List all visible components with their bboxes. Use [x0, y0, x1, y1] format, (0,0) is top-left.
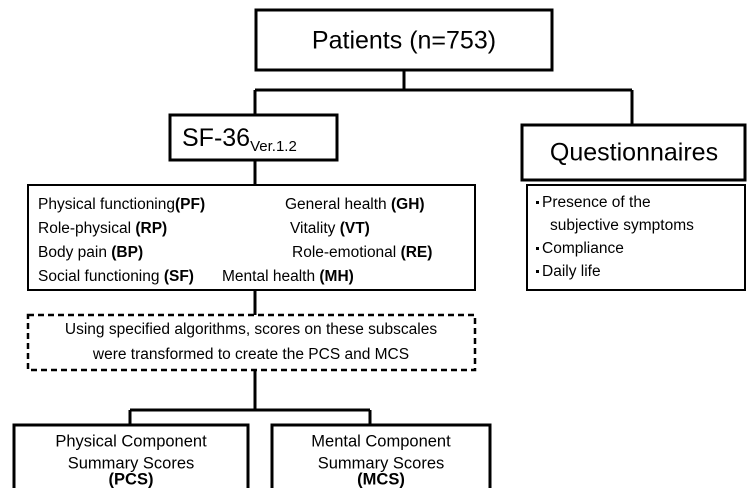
questionnaire-item: Presence of the	[542, 194, 651, 211]
subscale: Body pain (BP)	[38, 244, 143, 261]
output-abbr: (MCS)	[357, 470, 405, 488]
subscale: Physical functioning(PF)	[38, 196, 205, 213]
subscale: Vitality (VT)	[290, 220, 370, 237]
output-line: Summary Scores	[68, 454, 195, 472]
subscale: General health (GH)	[285, 196, 425, 213]
patients-box	[254, 8, 554, 72]
connectors	[128, 70, 634, 425]
note-box	[26, 313, 477, 372]
subscale: Mental health (MH)	[222, 268, 354, 285]
bullet	[536, 201, 539, 204]
patients-title: Patients (n=753)	[312, 27, 496, 55]
subscale: Social functioning (SF)	[38, 268, 194, 285]
bullet	[536, 247, 539, 250]
questionnaires-box	[520, 123, 747, 182]
pcs-box	[12, 423, 250, 488]
questionnaire-item: subjective symptoms	[550, 217, 694, 234]
sf36-title: SF-36Ver.1.2	[182, 124, 297, 155]
questionnaire-item: Daily life	[542, 263, 601, 280]
questionnaire-item: Compliance	[542, 240, 624, 257]
output-line: Summary Scores	[318, 454, 445, 472]
questionnaires-list: Presence of the subjective symptoms Compli…	[536, 194, 694, 280]
output-line: Physical Component	[55, 432, 207, 450]
sf36-box	[168, 113, 339, 162]
mcs-box	[270, 423, 492, 488]
output-line: Mental Component	[311, 432, 451, 450]
questionnaires-title: Questionnaires	[550, 139, 718, 167]
bullet	[536, 270, 539, 273]
questionnaires-list-box	[526, 184, 746, 291]
subscale: Role-physical (RP)	[38, 220, 167, 237]
subscales-box	[27, 184, 476, 291]
note-line: Using specified algorithms, scores on th…	[65, 321, 437, 338]
output-abbr: (PCS)	[109, 470, 154, 488]
note-line: were transformed to create the PCS and M…	[92, 346, 409, 363]
subscales: Physical functioning(PF) General health (…	[38, 196, 432, 285]
subscale: Role-emotional (RE)	[292, 244, 432, 261]
